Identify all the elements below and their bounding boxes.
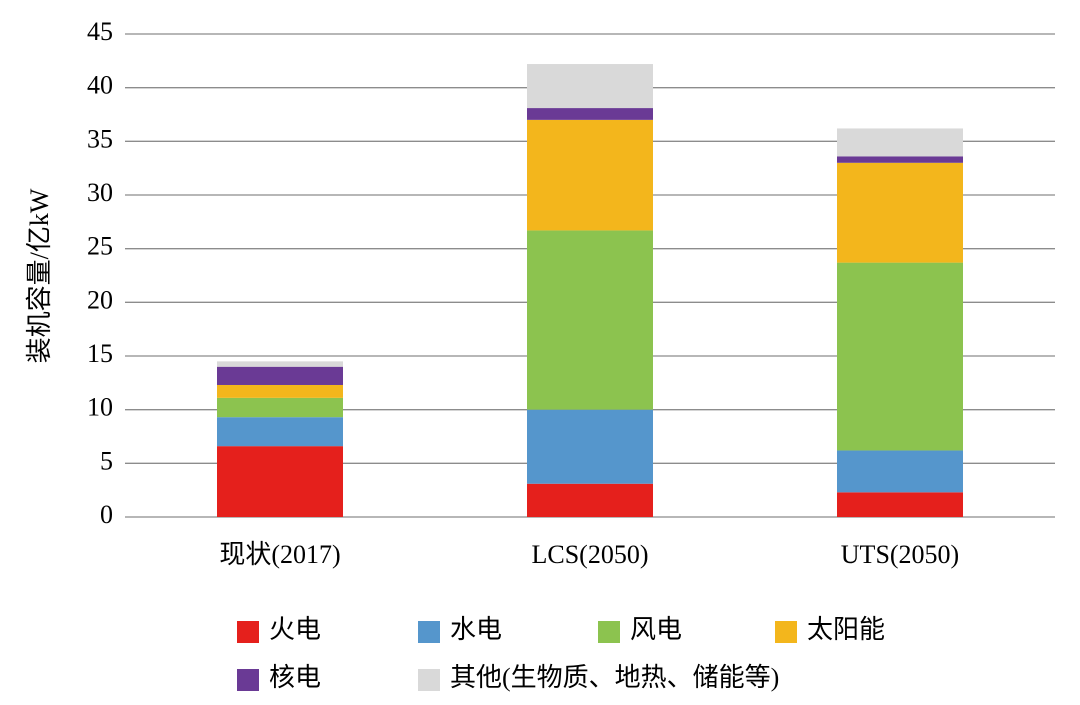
y-axis-label: 装机容量/亿kW	[25, 188, 54, 363]
y-tick-label: 10	[87, 393, 113, 422]
y-tick-label: 35	[87, 124, 113, 153]
x-tick-label: UTS(2050)	[841, 540, 959, 569]
legend-swatch	[598, 621, 620, 643]
bar-segment	[837, 262, 963, 451]
legend-swatch	[237, 621, 259, 643]
legend-swatch	[418, 669, 440, 691]
x-tick-label: LCS(2050)	[532, 540, 649, 569]
legend-label: 其他(生物质、地热、储能等)	[450, 663, 779, 692]
bar-segment	[527, 409, 653, 484]
y-tick-label: 0	[100, 500, 113, 529]
bar-segment	[217, 446, 343, 517]
legend-label: 风电	[630, 615, 682, 644]
y-tick-label: 20	[87, 285, 113, 314]
bar-segment	[217, 366, 343, 385]
bar-segment	[837, 492, 963, 517]
legend-label: 火电	[269, 615, 321, 644]
bar-segment	[837, 128, 963, 157]
bar-segment	[527, 119, 653, 231]
legend-label: 核电	[269, 663, 321, 692]
y-tick-label: 40	[87, 71, 113, 100]
bar-segment	[837, 450, 963, 493]
legend-swatch	[418, 621, 440, 643]
bar-segment	[527, 230, 653, 410]
legend-label: 水电	[450, 615, 502, 644]
x-tick-label: 现状(2017)	[219, 540, 340, 569]
y-tick-label: 25	[87, 232, 113, 261]
bar-segment	[217, 397, 343, 418]
legend-swatch	[775, 621, 797, 643]
y-tick-label: 45	[87, 17, 113, 46]
legend-label: 太阳能	[807, 615, 885, 644]
bar-segment	[837, 156, 963, 163]
legend-swatch	[237, 669, 259, 691]
bar-segment	[837, 162, 963, 263]
bar-segment	[527, 483, 653, 517]
y-tick-label: 15	[87, 339, 113, 368]
y-tick-label: 5	[100, 446, 113, 475]
bar-segment	[217, 384, 343, 398]
bar-segment	[527, 64, 653, 109]
bar-segment	[217, 361, 343, 367]
bar-segment	[217, 417, 343, 447]
bar-segment	[527, 108, 653, 120]
y-tick-label: 30	[87, 178, 113, 207]
